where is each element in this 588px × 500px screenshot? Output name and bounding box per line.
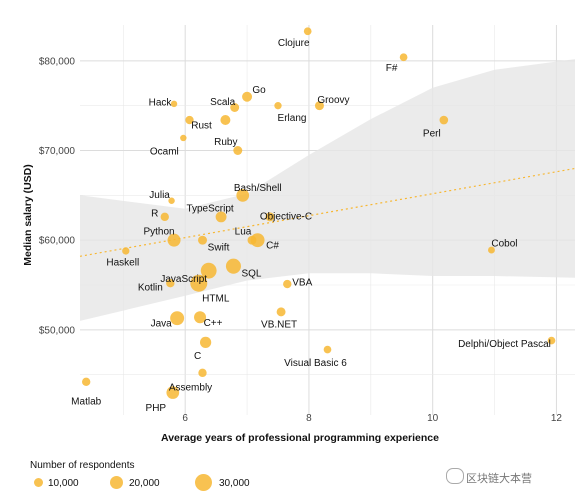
point-label: Scala [210, 97, 235, 108]
data-point [167, 233, 181, 247]
point-label: F# [386, 63, 398, 74]
legend-label-medium: 20,000 [129, 478, 160, 489]
point-label: Clojure [278, 38, 310, 49]
data-point [82, 377, 91, 387]
y-tick-label: $60,000 [39, 236, 76, 247]
data-point [488, 246, 495, 254]
legend-item-large: 30,000 [195, 472, 285, 494]
point-label: Visual Basic 6 [284, 358, 347, 369]
point-label: Ocaml [150, 146, 179, 157]
point-label: Ruby [214, 137, 237, 148]
data-point [160, 212, 169, 222]
legend-item-small: 10,000 [30, 472, 100, 494]
point-label: Haskell [106, 257, 139, 268]
point-label: Assembly [169, 382, 212, 393]
data-point [439, 115, 449, 125]
point-label: Kotlin [138, 283, 163, 294]
data-point [166, 386, 180, 399]
point-label: Perl [423, 129, 441, 140]
data-point [180, 134, 187, 142]
legend-dot-medium [110, 476, 123, 489]
point-label: Rust [191, 121, 212, 132]
data-point [199, 336, 212, 349]
data-point [170, 311, 185, 326]
legend-label-large: 30,000 [219, 478, 250, 489]
x-tick-label: 12 [551, 413, 563, 424]
data-point [194, 311, 207, 324]
wechat-icon [446, 468, 464, 484]
data-point [198, 235, 207, 245]
legend-item-medium: 20,000 [108, 472, 188, 494]
point-label: R [151, 208, 158, 219]
y-tick-label: $80,000 [39, 56, 76, 67]
trend-line [79, 167, 576, 257]
point-label: Java [151, 319, 173, 330]
data-point [185, 115, 194, 125]
data-point [225, 258, 241, 274]
point-label: Julia [149, 190, 170, 201]
data-point [233, 146, 243, 155]
point-label: SQL [241, 269, 261, 280]
point-label: Swift [208, 243, 230, 254]
point-label: Erlang [278, 113, 307, 124]
point-label: Go [252, 85, 266, 96]
point-label: HTML [202, 294, 230, 305]
point-label: Matlab [71, 396, 101, 407]
watermark: 区块链大本营 [466, 473, 532, 485]
data-point [274, 102, 282, 110]
data-point [547, 336, 556, 345]
data-point [215, 211, 227, 223]
point-label: Bash/Shell [234, 183, 282, 194]
y-tick-label: $70,000 [39, 146, 76, 157]
legend-dot-small [34, 478, 43, 487]
data-point [170, 100, 178, 108]
data-point [168, 197, 175, 204]
size-legend: 10,000 20,000 30,000 [30, 472, 330, 494]
y-axis-title: Median salary (USD) [22, 164, 34, 266]
legend-label-small: 10,000 [48, 478, 79, 489]
x-axis-title: Average years of professional programmin… [161, 432, 439, 444]
data-point [198, 368, 207, 378]
point-label: VB.NET [261, 319, 297, 330]
point-label: Groovy [317, 95, 349, 106]
x-tick-label: 10 [427, 413, 439, 424]
point-label: Cobol [491, 239, 517, 250]
data-point [242, 91, 253, 102]
data-point [166, 279, 175, 288]
data-point [314, 101, 324, 111]
y-tick-label: $50,000 [39, 325, 76, 336]
point-label: VBA [292, 278, 312, 289]
data-point [190, 274, 208, 292]
point-label: Python [143, 227, 174, 238]
point-label: Lua [235, 227, 252, 238]
point-label: Hack [149, 97, 173, 108]
legend-title: Number of respondents [30, 460, 135, 471]
point-label: TypeScript [186, 203, 233, 214]
x-tick-label: 8 [306, 413, 312, 424]
confidence-band [80, 59, 575, 321]
data-point [265, 212, 275, 222]
data-point [276, 307, 286, 317]
legend-dot-large [195, 474, 212, 491]
data-point [323, 345, 332, 354]
data-point [250, 233, 265, 248]
point-label: C# [266, 241, 279, 252]
data-point [283, 279, 292, 289]
data-point [236, 188, 250, 202]
data-point [220, 115, 231, 126]
point-label: Delphi/Object Pascal [458, 339, 551, 350]
data-point [122, 247, 130, 255]
point-label: C [194, 351, 201, 362]
point-label: PHP [146, 403, 167, 414]
data-point [303, 27, 312, 36]
x-tick-label: 6 [182, 413, 188, 424]
data-point [230, 103, 240, 112]
data-point [200, 262, 217, 279]
point-label: Objective-C [260, 211, 312, 222]
data-point [399, 53, 408, 62]
point-label: C++ [204, 318, 223, 329]
point-label: JavaScript [160, 274, 207, 285]
